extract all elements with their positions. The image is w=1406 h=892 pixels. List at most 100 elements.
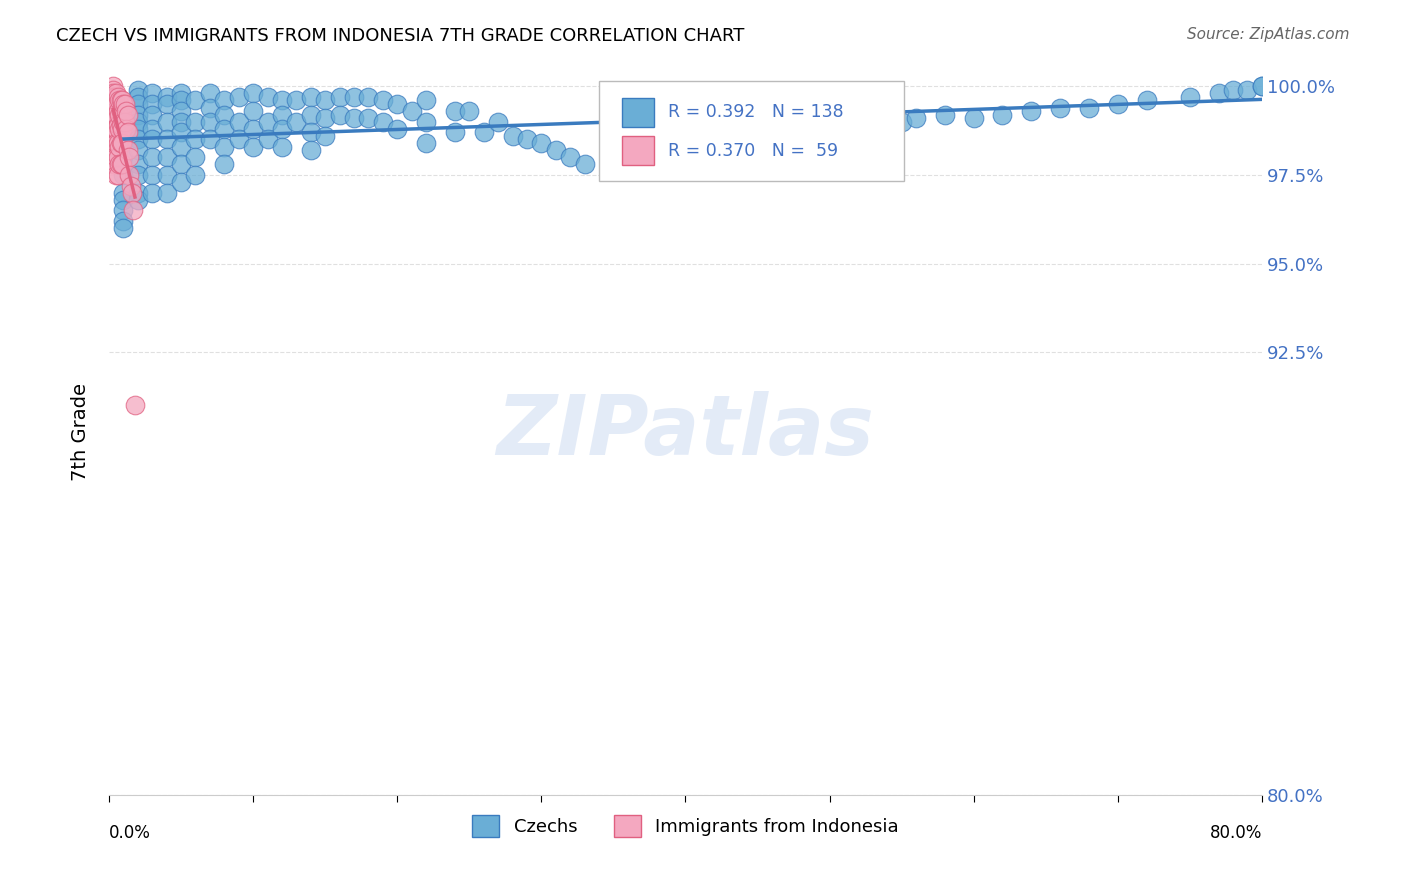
Point xyxy=(103,87,125,101)
Point xyxy=(502,128,524,143)
Point xyxy=(117,125,139,139)
Point xyxy=(107,104,129,119)
Point xyxy=(214,157,236,171)
Point xyxy=(444,104,467,119)
Point xyxy=(415,114,437,128)
Point xyxy=(516,132,538,146)
Point xyxy=(112,97,135,112)
Point xyxy=(141,107,163,121)
Point xyxy=(329,90,352,104)
Point xyxy=(115,121,138,136)
Point xyxy=(170,139,193,153)
Point xyxy=(103,121,125,136)
Text: R = 0.392   N = 138: R = 0.392 N = 138 xyxy=(668,103,844,121)
Point xyxy=(104,121,127,136)
Point xyxy=(214,139,236,153)
Point xyxy=(115,104,138,119)
Point xyxy=(127,132,149,146)
Point xyxy=(444,125,467,139)
Point xyxy=(156,150,179,164)
Point xyxy=(170,157,193,171)
Point xyxy=(117,143,139,157)
Point xyxy=(299,125,322,139)
Point xyxy=(717,132,740,146)
Point xyxy=(271,139,294,153)
Text: 0.0%: 0.0% xyxy=(110,824,150,842)
Point xyxy=(118,168,141,182)
Point xyxy=(242,139,264,153)
Point xyxy=(314,111,336,125)
Point xyxy=(111,94,134,108)
Point xyxy=(170,104,193,119)
Point xyxy=(156,114,179,128)
Point xyxy=(689,139,711,153)
Point xyxy=(285,94,308,108)
Point xyxy=(184,114,207,128)
Point xyxy=(112,221,135,235)
Point xyxy=(357,111,380,125)
Point xyxy=(114,114,136,128)
Point xyxy=(934,107,956,121)
Point xyxy=(127,186,149,200)
Point xyxy=(184,132,207,146)
Point xyxy=(530,136,553,150)
Point xyxy=(122,203,145,218)
Point xyxy=(110,118,132,132)
Point xyxy=(1236,83,1258,97)
Point xyxy=(103,94,125,108)
Point xyxy=(108,157,131,171)
Point xyxy=(112,214,135,228)
FancyBboxPatch shape xyxy=(599,81,904,181)
Point xyxy=(271,121,294,136)
Point xyxy=(104,90,127,104)
Point xyxy=(118,150,141,164)
Point xyxy=(103,107,125,121)
Point xyxy=(112,150,135,164)
Point xyxy=(1222,83,1244,97)
Point xyxy=(110,136,132,150)
Point xyxy=(486,114,509,128)
Point xyxy=(141,132,163,146)
Point xyxy=(184,94,207,108)
Point xyxy=(103,83,125,97)
Point xyxy=(1107,97,1129,112)
Point xyxy=(112,168,135,182)
Point xyxy=(242,121,264,136)
Point xyxy=(314,94,336,108)
Point xyxy=(401,104,423,119)
Point xyxy=(329,107,352,121)
Point xyxy=(110,157,132,171)
Point xyxy=(127,83,149,97)
Point xyxy=(472,125,495,139)
Point xyxy=(299,90,322,104)
Point xyxy=(371,114,394,128)
Point xyxy=(110,94,132,108)
Point xyxy=(170,114,193,128)
Point xyxy=(747,132,769,146)
Point xyxy=(141,87,163,101)
Point xyxy=(170,175,193,189)
Point xyxy=(299,107,322,121)
Point xyxy=(170,87,193,101)
Point xyxy=(184,150,207,164)
Point xyxy=(108,94,131,108)
Point xyxy=(675,136,697,150)
Point xyxy=(299,143,322,157)
Point xyxy=(141,150,163,164)
Point xyxy=(108,121,131,136)
Point xyxy=(141,168,163,182)
Point xyxy=(890,114,912,128)
Point xyxy=(387,97,409,112)
Point xyxy=(602,118,624,132)
Point xyxy=(104,139,127,153)
Point xyxy=(112,114,135,128)
Point xyxy=(104,107,127,121)
Point xyxy=(107,150,129,164)
Point xyxy=(617,128,640,143)
Point xyxy=(127,90,149,104)
Point xyxy=(198,114,221,128)
Y-axis label: 7th Grade: 7th Grade xyxy=(72,383,90,481)
Point xyxy=(560,150,582,164)
Point xyxy=(818,114,841,128)
Point xyxy=(103,79,125,94)
